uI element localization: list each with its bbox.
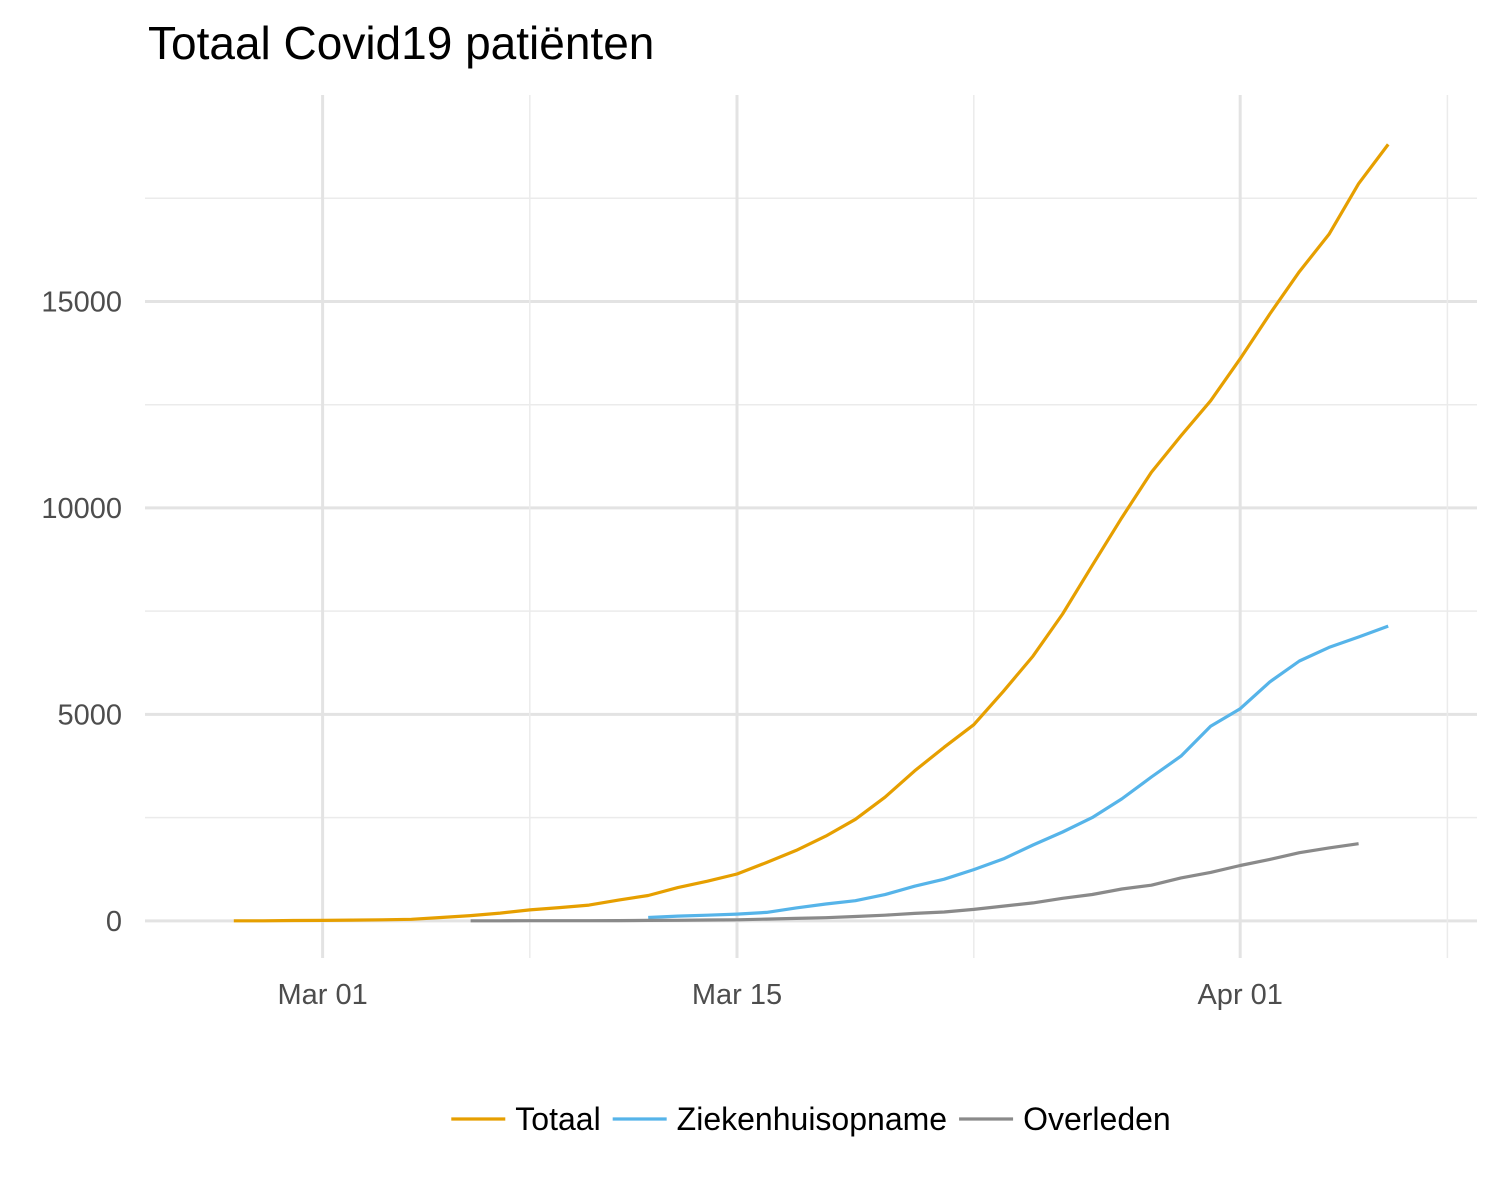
series-line-overleden — [470, 842, 1359, 923]
x-tick-label: Mar 15 — [692, 979, 782, 1011]
y-tick-label: 10000 — [41, 493, 122, 525]
legend-label-ziekenhuisopname: Ziekenhuisopname — [677, 1101, 947, 1137]
series-line-totaal — [233, 143, 1390, 923]
legend-label-overleden: Overleden — [1023, 1101, 1171, 1137]
y-axis-ticks: 0 5000 10000 15000 — [41, 286, 122, 937]
x-tick-label: Apr 01 — [1197, 979, 1282, 1011]
y-tick-label: 0 — [106, 906, 122, 938]
y-tick-label: 15000 — [41, 286, 122, 318]
legend: Totaal Ziekenhuisopname Overleden — [451, 1101, 1171, 1137]
legend-label-totaal: Totaal — [515, 1101, 600, 1137]
x-tick-label: Mar 01 — [277, 979, 367, 1011]
x-axis-ticks: Mar 01 Mar 15 Apr 01 — [277, 979, 1282, 1011]
y-tick-label: 5000 — [57, 699, 122, 731]
series-lines — [233, 143, 1390, 923]
grid — [145, 95, 1477, 958]
series-line-ziekenhuisopname — [648, 624, 1389, 920]
chart-title: Totaal Covid19 patiënten — [148, 17, 655, 69]
